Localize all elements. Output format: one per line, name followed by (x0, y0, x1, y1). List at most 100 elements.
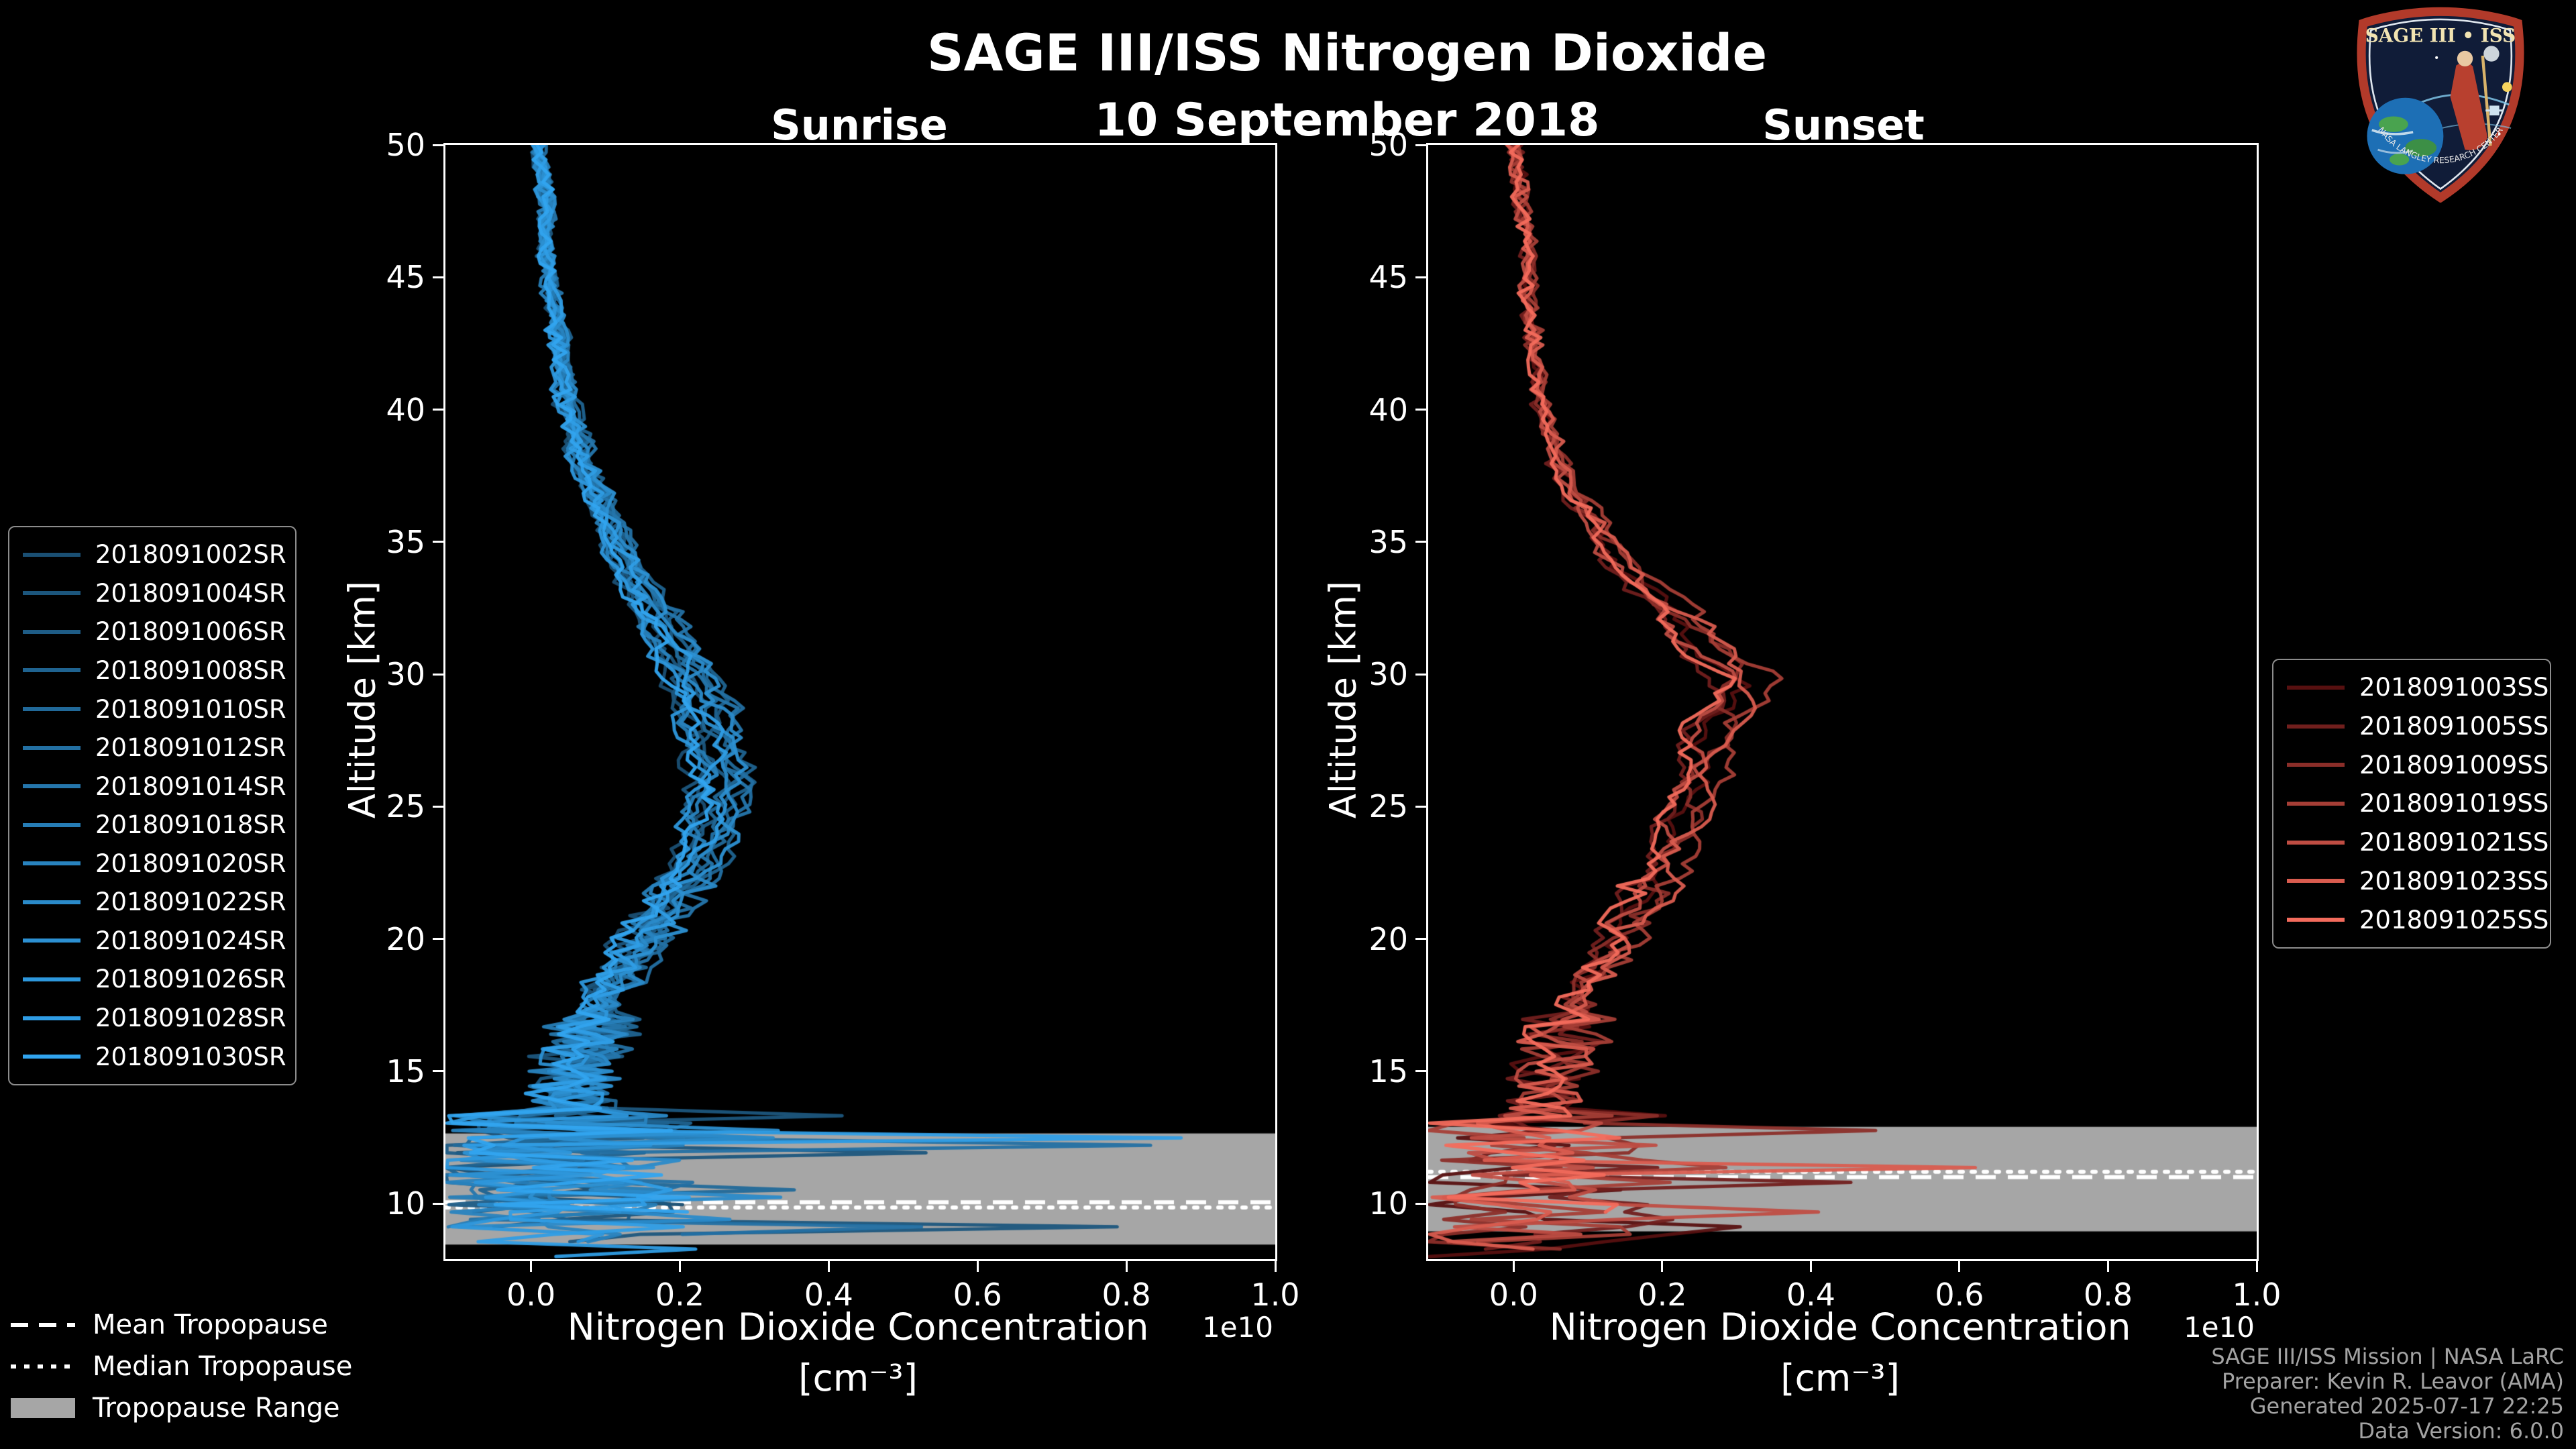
line-color-swatch (23, 745, 80, 750)
legend-item-mean-tropopause: Mean Tropopause (11, 1304, 352, 1346)
legend-label: 2018091005SS (2359, 712, 2549, 741)
line-color-swatch (2287, 763, 2345, 767)
line-color-swatch (23, 938, 80, 943)
legend-item: 2018091021SS (2287, 828, 2550, 857)
legend-item: 2018091018SR (23, 810, 295, 839)
line-color-swatch (23, 1055, 80, 1059)
y-tick-mark (1415, 276, 1426, 278)
y-tick-mark (433, 673, 443, 676)
legend-label: 2018091018SR (95, 810, 286, 840)
earth-land (2379, 116, 2408, 132)
x-tick-mark (1274, 1261, 1277, 1272)
x-axis-units-sunset: [cm⁻³] (1780, 1356, 1900, 1399)
earth-land (2405, 139, 2437, 157)
y-tick-label: 50 (386, 127, 425, 163)
panel-title-sunset: Sunset (1762, 101, 1925, 150)
legend-item: 2018091025SS (2287, 906, 2550, 934)
legend-item: 2018091009SS (2287, 751, 2550, 780)
sunrise-plot-area: 10 15 20 25 30 35 40 45 50 0.0 0.2 0.4 0.6 0.8 1.0 (386, 127, 1299, 1313)
legend-label: 2018091003SS (2359, 673, 2549, 702)
x-tick-label: 0.6 (1935, 1277, 1984, 1313)
legend-item: 2018091024SR (23, 926, 295, 955)
panel-title-sunrise: Sunrise (771, 101, 948, 150)
y-tick-mark (1415, 673, 1426, 676)
sunset-plot-area: 10 15 20 25 30 35 40 45 50 0.0 0.2 0.4 0.6 0.8 1.0 (1368, 127, 2281, 1313)
legend-label: 2018091023SS (2359, 866, 2549, 896)
y-tick-label: 50 (1368, 127, 1408, 163)
y-tick-label: 35 (1368, 523, 1408, 560)
x-tick-label: 1.0 (2232, 1277, 2282, 1313)
y-tick-label: 45 (1368, 259, 1408, 296)
x-axis-label-sunrise: Nitrogen Dioxide Concentration (567, 1305, 1149, 1348)
y-tick-mark (1415, 409, 1426, 411)
legend-label: 2018091022SR (95, 888, 286, 917)
y-tick-mark (433, 409, 443, 411)
x-tick-mark (1512, 1261, 1515, 1272)
y-tick-mark (1415, 1070, 1426, 1073)
sage-staff (2481, 55, 2492, 146)
iss-icon (2485, 105, 2504, 116)
dashed-line-swatch (11, 1323, 75, 1327)
line-color-swatch (23, 1016, 80, 1020)
y-tick-label: 15 (386, 1053, 425, 1089)
y-tick-label: 40 (386, 391, 425, 428)
y-tick-mark (1415, 938, 1426, 941)
legend-item: 2018091030SR (23, 1042, 295, 1071)
line-color-swatch (23, 784, 80, 789)
sunset-profiles-canvas (1428, 145, 2257, 1259)
x-tick-label: 0.0 (506, 1277, 556, 1313)
legend-item: 2018091022SR (23, 888, 295, 916)
line-color-swatch (23, 668, 80, 673)
legend-label: 2018091006SR (95, 617, 286, 647)
y-tick-label: 25 (1368, 788, 1408, 825)
y-tick-label: 10 (386, 1185, 425, 1222)
legend-item: 2018091019SS (2287, 789, 2550, 818)
legend-label: 2018091021SS (2359, 828, 2549, 857)
legend-label: 2018091004SR (95, 578, 286, 608)
legend-sunrise: 2018091002SR 2018091004SR 2018091006SR 2018… (8, 526, 297, 1085)
legend-item: 2018091002SR (23, 540, 295, 569)
line-color-swatch (23, 822, 80, 827)
credit-line: Data Version: 6.0.0 (2358, 1418, 2564, 1444)
y-tick-label: 20 (1368, 920, 1408, 957)
y-tick-mark (1415, 144, 1426, 146)
line-color-swatch (23, 629, 80, 634)
credits-block: SAGE III/ISS Mission | NASA LaRC Prepare… (2211, 1344, 2564, 1444)
legend-item: 2018091014SR (23, 772, 295, 801)
x-tick-mark (1958, 1261, 1961, 1272)
y-tick-label: 15 (1368, 1053, 1408, 1089)
x-tick-label: 0.0 (1489, 1277, 1538, 1313)
line-color-swatch (23, 552, 80, 557)
line-color-swatch (2287, 801, 2345, 806)
x-tick-mark (678, 1261, 681, 1272)
y-tick-mark (433, 541, 443, 543)
y-tick-label: 25 (386, 788, 425, 825)
x-tick-label: 0.8 (1102, 1277, 1151, 1313)
legend-item: 2018091008SR (23, 656, 295, 685)
y-tick-mark (1415, 1202, 1426, 1205)
legend-label: Median Tropopause (93, 1351, 353, 1382)
y-tick-mark (433, 1070, 443, 1073)
legend-label: 2018091008SR (95, 655, 286, 685)
moon-icon (2483, 46, 2500, 62)
logo-inner-ring (2368, 18, 2513, 191)
y-tick-mark (433, 276, 443, 278)
legend-label: 2018091010SR (95, 694, 286, 724)
y-tick-label: 30 (1368, 656, 1408, 693)
legend-label: 2018091014SR (95, 771, 286, 801)
star-icon (2435, 56, 2438, 59)
x-tick-mark (1661, 1261, 1664, 1272)
sage-figure-head (2457, 50, 2473, 67)
line-color-swatch (23, 591, 80, 596)
earth-land (2390, 154, 2410, 166)
y-tick-mark (433, 1202, 443, 1205)
legend-label: 2018091019SS (2359, 789, 2549, 818)
legend-label: 2018091012SR (95, 733, 286, 763)
x-axis-units-sunrise: [cm⁻³] (798, 1356, 918, 1399)
credit-line: Generated 2025-07-17 22:25 (2249, 1393, 2564, 1419)
legend-item: 2018091004SR (23, 579, 295, 608)
legend-label: 2018091024SR (95, 926, 286, 955)
legend-label: 2018091025SS (2359, 905, 2549, 934)
x-tick-label: 0.4 (1786, 1277, 1835, 1313)
